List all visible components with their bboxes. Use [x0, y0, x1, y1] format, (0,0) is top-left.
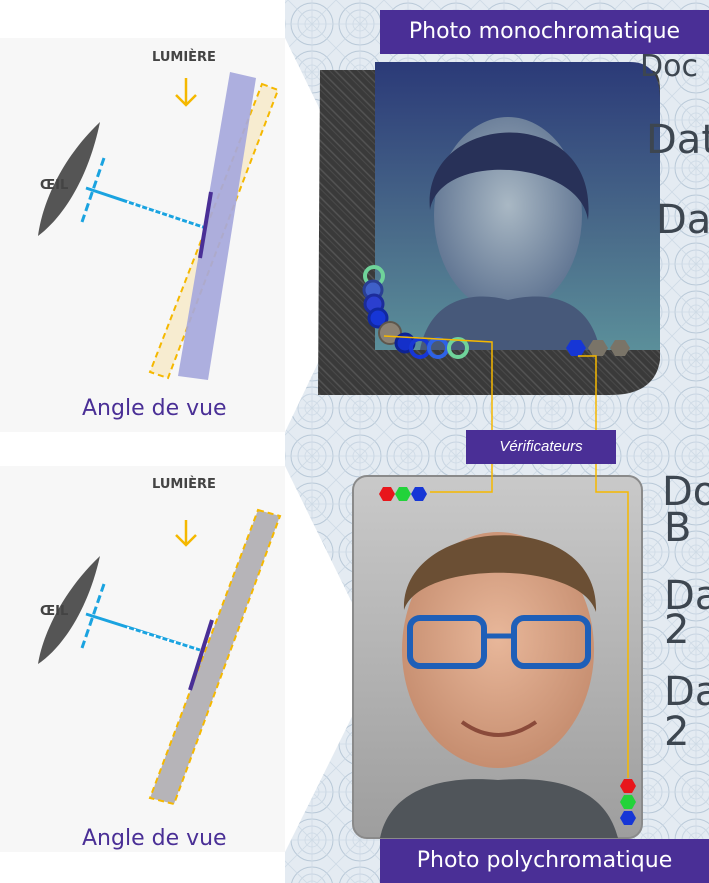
bottom-layer-gray [150, 510, 280, 804]
polychrome-shoulders [380, 779, 618, 838]
verifier-connector-lines [383, 335, 629, 778]
polychrome-hair [403, 535, 597, 612]
doc-fragment-2b: 2 [664, 709, 690, 755]
doc-fragment-do: Do [662, 469, 709, 515]
title-polychrome-photo: Photo polychromatique [380, 839, 709, 883]
bottom-eye-sightline-dots [126, 626, 201, 652]
bottom-verifier-hexes-horizontal [379, 487, 427, 501]
top-layer-photo-mark [198, 191, 213, 259]
doc-fragment-2a: 2 [664, 607, 690, 653]
monochrome-hair [429, 132, 589, 220]
bottom-layer-photo-mark [188, 619, 214, 691]
bottom-eye-icon [38, 556, 100, 664]
polychrome-face [402, 532, 594, 768]
top-caption: Angle de vue [82, 396, 227, 421]
doc-fragment-b: B [664, 505, 692, 551]
top-eye-icon [38, 122, 100, 236]
bottom-eye-label: ŒIL [40, 604, 69, 619]
doc-fragment-da-3: Da [664, 669, 709, 715]
monochrome-shoulders [420, 296, 600, 350]
bottom-caption: Angle de vue [82, 826, 227, 851]
bottom-layer-dashed-outline [148, 508, 282, 806]
top-verifier-hexes [566, 340, 630, 356]
doc-fragment-dat: Dat [646, 117, 709, 163]
top-eye-sightline [85, 186, 207, 230]
top-eye-label: ŒIL [40, 178, 69, 193]
doc-fragment-doc: Doc [640, 49, 698, 84]
bottom-panel-pointer [285, 466, 380, 852]
top-light-arrowhead-icon [175, 94, 197, 107]
top-layer-blue [178, 72, 256, 380]
bottom-light-label: LUMIÈRE [152, 477, 216, 492]
bottom-verifier-hexes-vertical [620, 779, 636, 825]
verifiers-label: Vérificateurs [466, 430, 616, 464]
top-verifier-chain [362, 265, 469, 359]
top-light-label: LUMIÈRE [152, 50, 216, 65]
bottom-light-arrowhead-icon [175, 534, 197, 547]
doc-fragment-da-2: Da [664, 573, 709, 619]
title-monochrome-photo: Photo monochromatique [380, 10, 709, 54]
top-layer-dashed-outline [148, 82, 280, 380]
polychrome-glasses [407, 615, 591, 669]
doc-fragment-da: Da [656, 197, 709, 243]
polychrome-smile [460, 720, 538, 737]
